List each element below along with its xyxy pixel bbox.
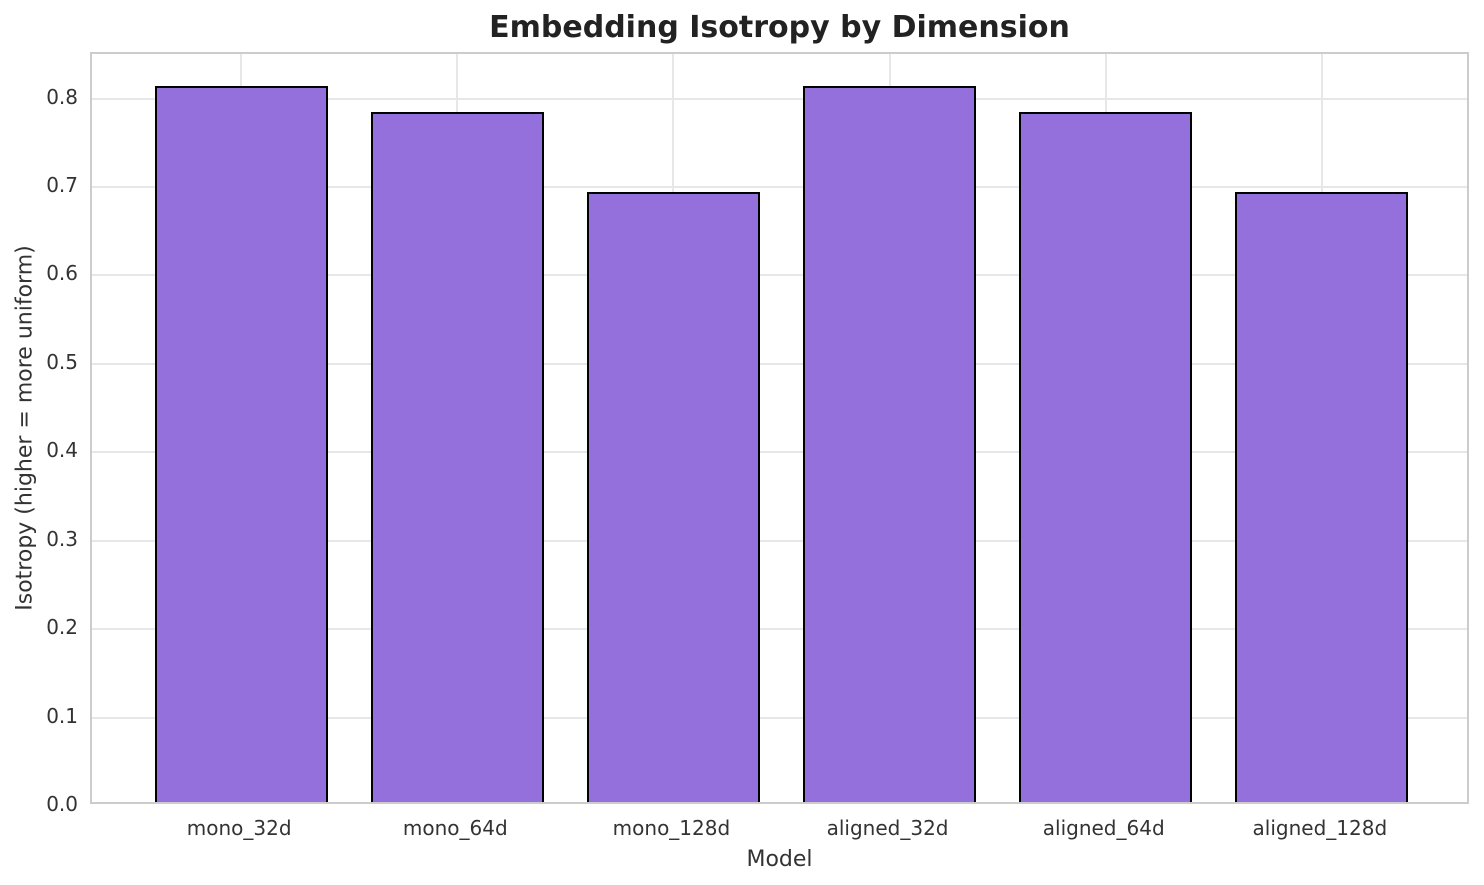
x-tick-label-mono_128d: mono_128d <box>612 816 731 840</box>
y-tick-label: 0.3 <box>46 526 78 551</box>
x-tick-label-aligned_32d: aligned_32d <box>826 816 949 840</box>
bar-aligned_128d <box>1235 191 1409 802</box>
y-tick-label: 0.8 <box>46 84 78 109</box>
y-tick-label: 0.0 <box>46 792 78 816</box>
plot-area <box>90 52 1469 804</box>
y-gridline <box>92 362 1467 365</box>
y-gridline <box>92 186 1467 189</box>
y-gridline <box>92 451 1467 454</box>
y-gridline <box>92 716 1467 719</box>
x-axis-label: Model <box>746 847 813 872</box>
chart-title: Embedding Isotropy by Dimension <box>489 10 1070 45</box>
bar-mono_64d <box>370 112 544 802</box>
bar-aligned_64d <box>1019 112 1193 802</box>
y-axis-label: Isotropy (higher = more uniform) <box>12 245 38 611</box>
x-tick-label-mono_32d: mono_32d <box>186 816 292 840</box>
x-tick-label-mono_64d: mono_64d <box>402 816 508 840</box>
x-tick-label-aligned_64d: aligned_64d <box>1042 816 1165 840</box>
y-tick-label: 0.6 <box>46 261 78 286</box>
bar-mono_128d <box>586 191 760 802</box>
y-gridline <box>92 628 1467 631</box>
bar-aligned_32d <box>803 85 977 802</box>
y-tick-label: 0.2 <box>46 615 78 640</box>
y-gridline <box>92 274 1467 277</box>
y-tick-label: 0.7 <box>46 173 78 198</box>
y-tick-label: 0.1 <box>46 703 78 728</box>
y-gridline <box>92 539 1467 542</box>
y-gridline <box>92 97 1467 100</box>
bar-mono_32d <box>154 85 328 802</box>
x-tick-label-aligned_128d: aligned_128d <box>1252 816 1388 840</box>
y-tick-label: 0.4 <box>46 438 78 463</box>
y-tick-label: 0.5 <box>46 349 78 374</box>
